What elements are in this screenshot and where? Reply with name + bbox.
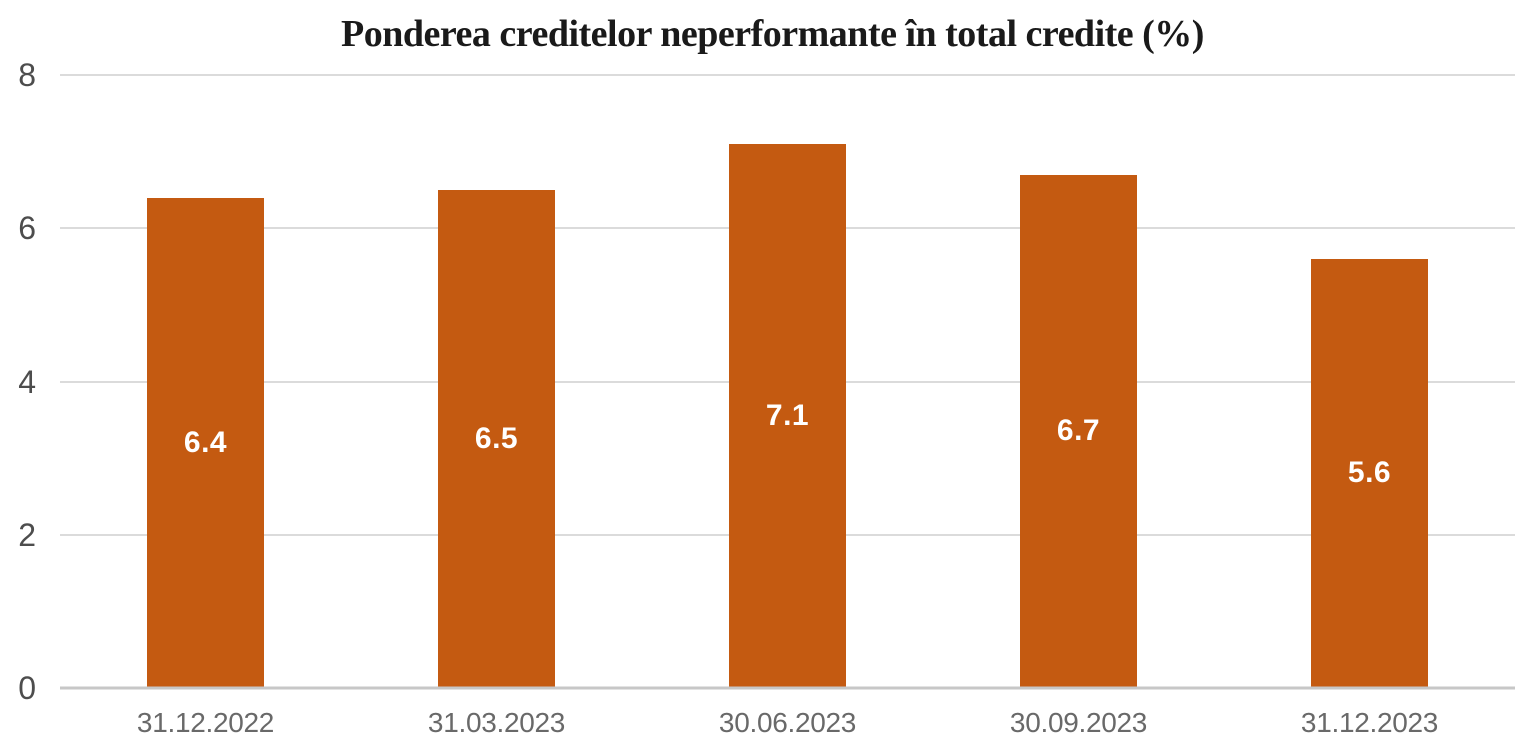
bar-30.06.2023: 7.1 [729,143,846,688]
y-tick-label: 8 [18,57,36,93]
bar-31.03.2023: 6.5 [438,189,555,688]
y-tick-label: 0 [18,670,36,706]
bar-value-label: 6.7 [1056,414,1101,448]
bar-value-label: 6.5 [474,421,519,455]
y-tick-label: 6 [18,210,36,247]
x-tick-label: 31.03.2023 [427,707,566,738]
bar-value-label: 7.1 [765,398,810,432]
x-tick-label: 30.06.2023 [718,707,857,738]
x-tick-label: 31.12.2023 [1300,707,1439,738]
gridline [60,74,1515,76]
x-tick-label: 31.12.2022 [136,707,275,738]
x-tick-label: 30.09.2023 [1009,707,1148,738]
bar-value-label: 5.6 [1347,456,1392,490]
chart-title: Ponderea creditelor neperformante în tot… [341,13,1204,55]
bar-31.12.2022: 6.4 [147,197,264,688]
x-axis-line [60,686,1515,690]
plot-area: 6.4 6.5 7.1 6.7 5.6 [60,74,1515,690]
bar-value-label: 6.4 [183,425,228,459]
y-tick-label: 2 [18,516,36,553]
bar-31.12.2023: 5.6 [1311,258,1428,688]
bar-30.09.2023: 6.7 [1020,174,1137,688]
y-tick-label: 4 [18,363,36,400]
